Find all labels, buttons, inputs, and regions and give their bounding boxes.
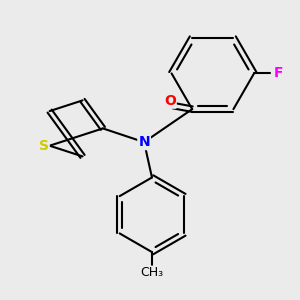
Text: O: O [164, 94, 176, 108]
Text: N: N [138, 135, 150, 149]
Text: S: S [39, 139, 49, 153]
Text: F: F [274, 66, 283, 80]
Text: CH₃: CH₃ [140, 266, 164, 279]
